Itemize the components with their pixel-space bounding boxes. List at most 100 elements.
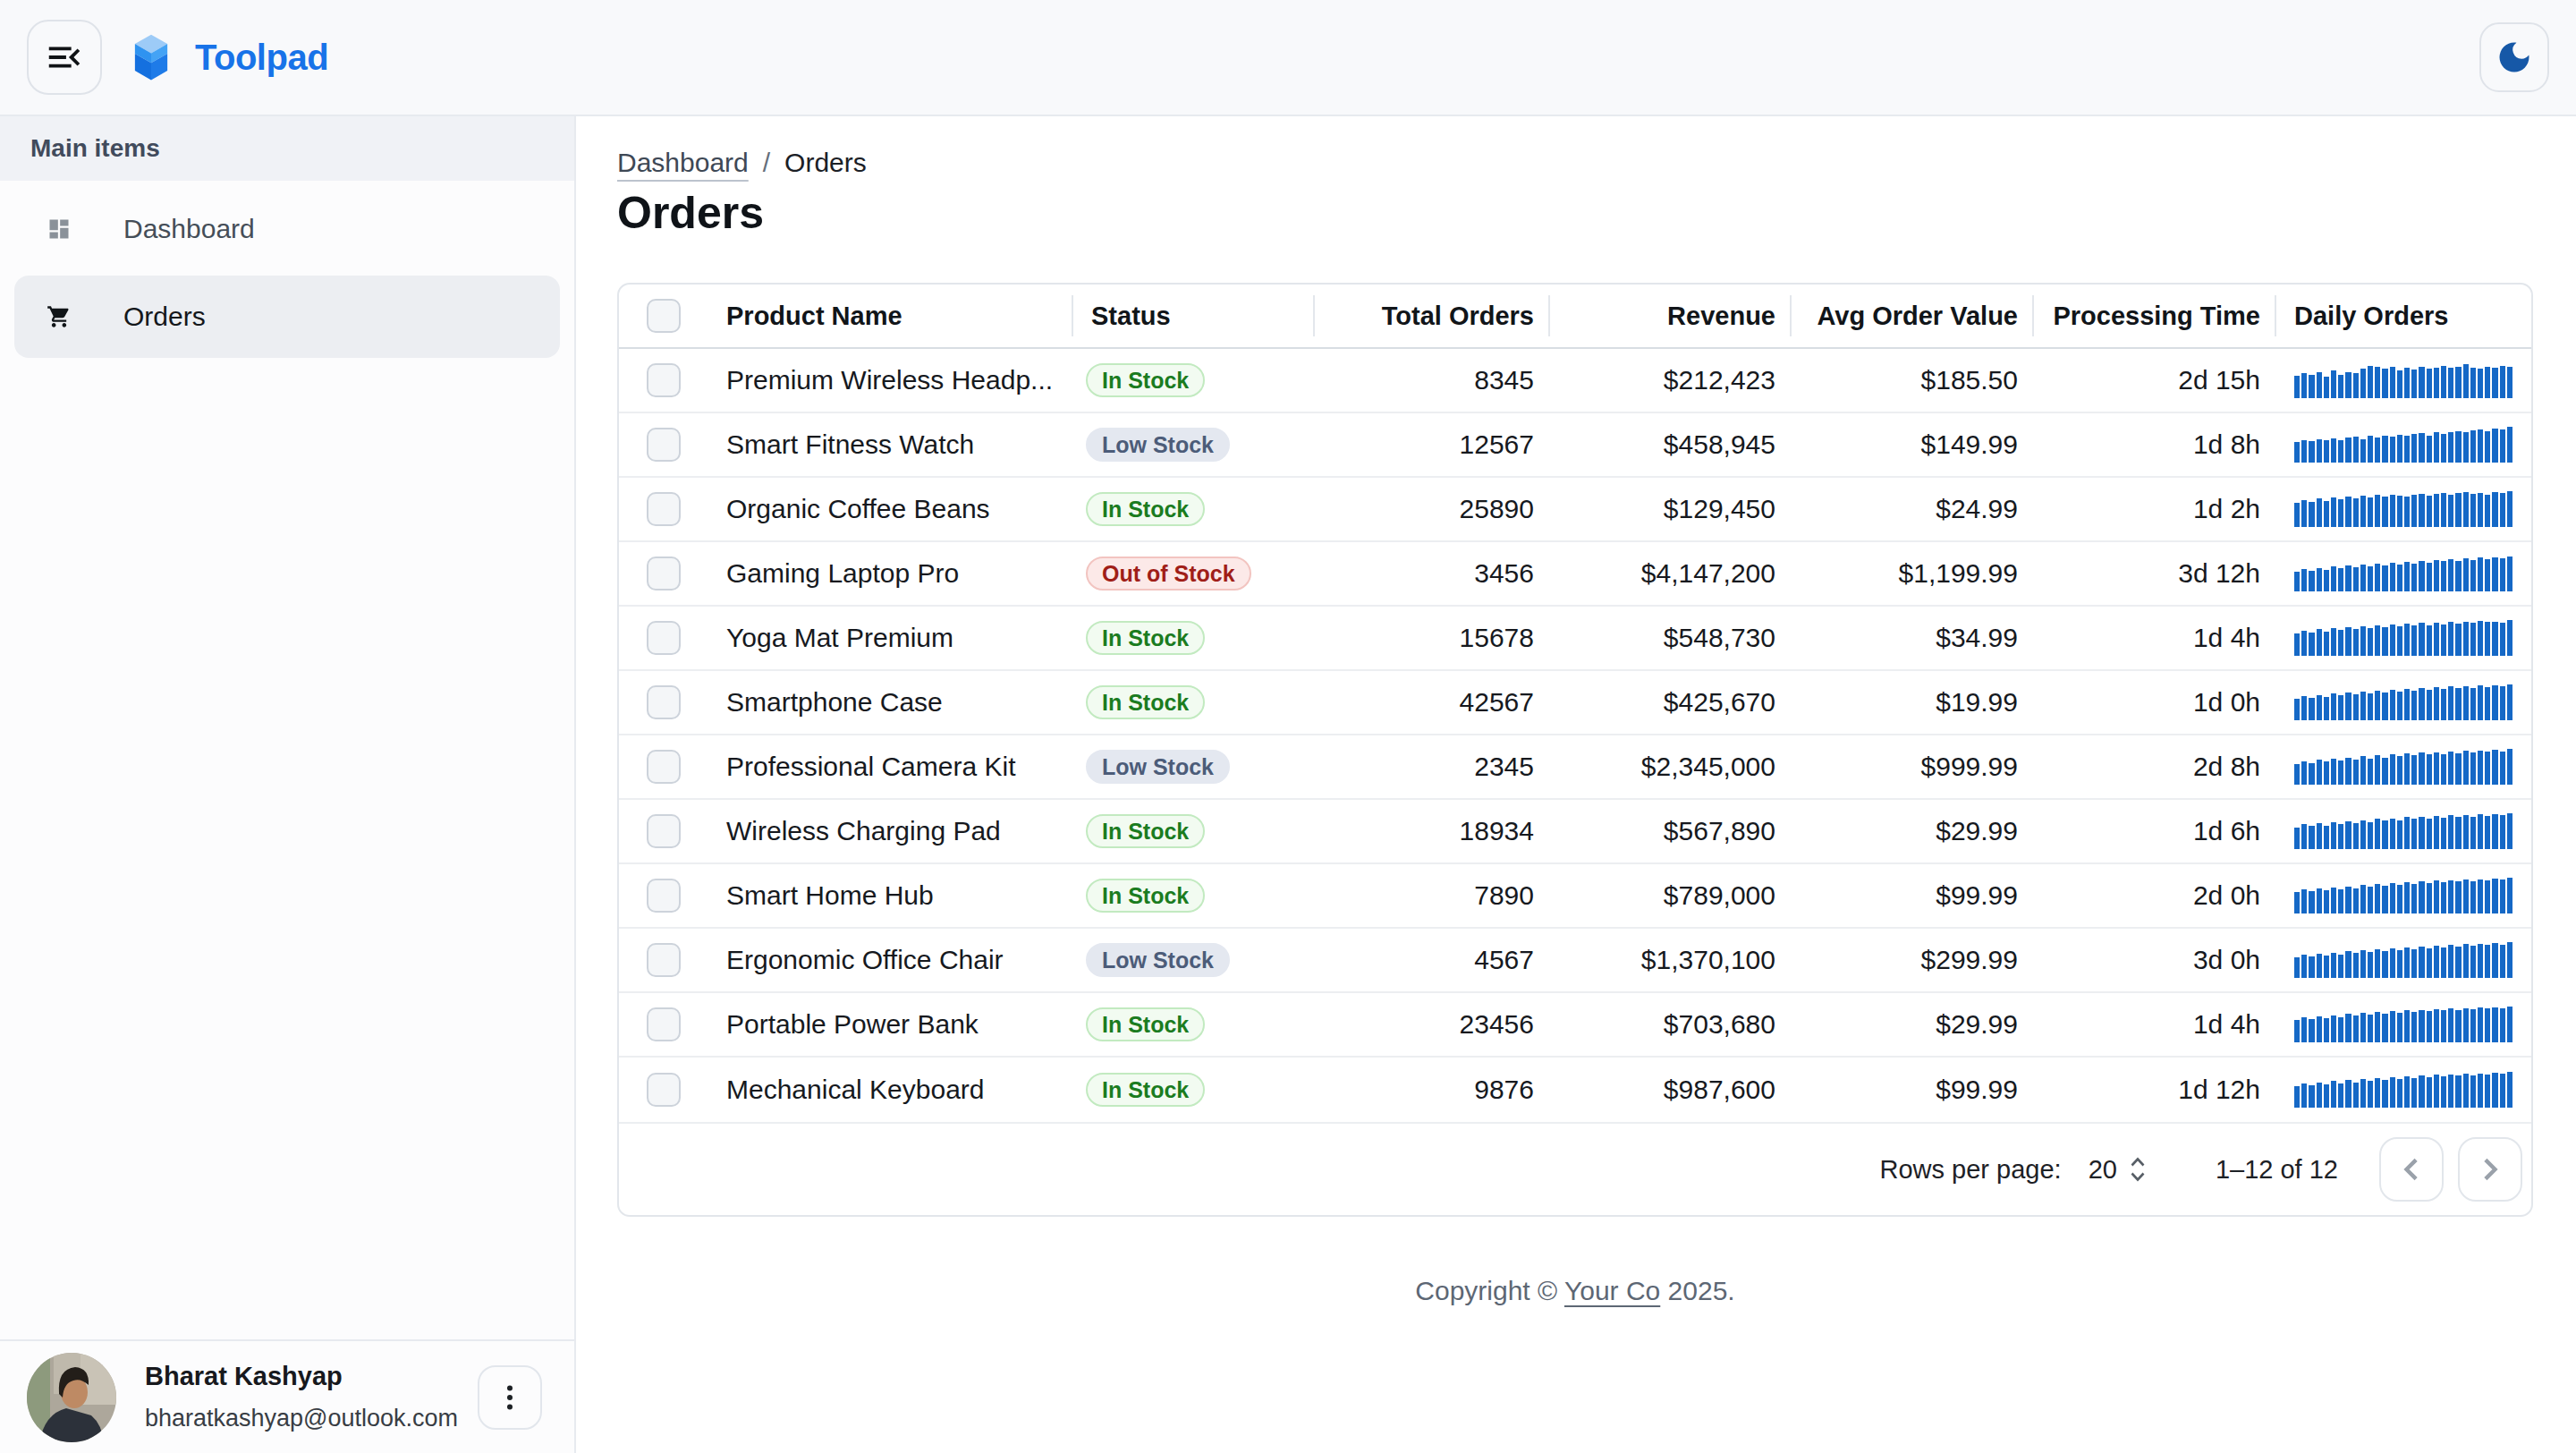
column-header-daily-orders[interactable]: Daily Orders [2276,285,2531,347]
row-checkbox[interactable] [647,492,681,526]
table-header: Product Name Status Total Orders Revenue… [619,285,2531,349]
user-email: bharatkashyap@outlook.com [145,1405,458,1432]
orders-table: Product Name Status Total Orders Revenue… [617,283,2533,1217]
table-row[interactable]: Smart Fitness WatchLow Stock12567$458,94… [619,413,2531,478]
column-header-revenue[interactable]: Revenue [1550,285,1792,347]
total-orders-cell: 7890 [1315,864,1550,927]
table-row[interactable]: Ergonomic Office ChairLow Stock4567$1,37… [619,929,2531,993]
avg-order-value-cell: $99.99 [1792,1058,2034,1122]
row-checkbox[interactable] [647,557,681,591]
table-row[interactable]: Smart Home HubIn Stock7890$789,000$99.99… [619,864,2531,929]
table-row[interactable]: Wireless Charging PadIn Stock18934$567,8… [619,800,2531,864]
table-row[interactable]: Professional Camera KitLow Stock2345$2,3… [619,735,2531,800]
page-title: Orders [617,186,2533,241]
row-checkbox[interactable] [647,1073,681,1107]
row-checkbox[interactable] [647,363,681,397]
menu-open-icon [44,37,85,78]
revenue-cell: $4,147,200 [1550,542,1792,605]
table-row[interactable]: Gaming Laptop ProOut of Stock3456$4,147,… [619,542,2531,607]
table-row[interactable]: Premium Wireless Headp...In Stock8345$21… [619,349,2531,413]
previous-page-button[interactable] [2379,1137,2444,1202]
revenue-cell: $212,423 [1550,349,1792,412]
next-page-button[interactable] [2458,1137,2522,1202]
avatar [27,1353,116,1442]
avg-order-value-cell: $19.99 [1792,671,2034,734]
total-orders-cell: 12567 [1315,413,1550,476]
company-link[interactable]: Your Co [1564,1276,1660,1305]
daily-orders-sparkline [2294,620,2512,656]
daily-orders-sparkline [2294,491,2512,527]
row-checkbox[interactable] [647,879,681,913]
table-row[interactable]: Organic Coffee BeansIn Stock25890$129,45… [619,478,2531,542]
breadcrumb: Dashboard / Orders [617,147,2533,179]
total-orders-cell: 25890 [1315,478,1550,540]
row-checkbox[interactable] [647,750,681,784]
daily-orders-sparkline [2294,942,2512,978]
product-name-cell: Smart Fitness Watch [708,413,1073,476]
row-checkbox[interactable] [647,685,681,719]
dark-mode-toggle[interactable] [2479,22,2549,92]
dashboard-icon [47,217,72,242]
column-header-avg-order-value[interactable]: Avg Order Value [1792,285,2034,347]
user-menu-button[interactable] [478,1365,542,1430]
column-header-product-name[interactable]: Product Name [708,285,1073,347]
collapse-menu-button[interactable] [27,20,102,95]
status-badge: Low Stock [1086,943,1230,977]
product-name-cell: Ergonomic Office Chair [708,929,1073,991]
rows-per-page-stepper[interactable] [2128,1155,2148,1184]
daily-orders-sparkline [2294,878,2512,913]
toolpad-logo [125,31,177,83]
breadcrumb-dashboard-link[interactable]: Dashboard [617,147,749,179]
chevron-left-icon [2392,1150,2431,1189]
status-badge: In Stock [1086,1007,1205,1041]
processing-time-cell: 1d 6h [2034,800,2276,862]
row-checkbox[interactable] [647,1007,681,1041]
table-row[interactable]: Portable Power BankIn Stock23456$703,680… [619,993,2531,1058]
status-badge: Low Stock [1086,750,1230,784]
avg-order-value-cell: $999.99 [1792,735,2034,798]
product-name-cell: Gaming Laptop Pro [708,542,1073,605]
total-orders-cell: 18934 [1315,800,1550,862]
column-header-total-orders[interactable]: Total Orders [1315,285,1550,347]
status-badge: In Stock [1086,1073,1205,1107]
table-body: Premium Wireless Headp...In Stock8345$21… [619,349,2531,1122]
avg-order-value-cell: $149.99 [1792,413,2034,476]
processing-time-cell: 2d 8h [2034,735,2276,798]
product-name-cell: Organic Coffee Beans [708,478,1073,540]
sidebar-item-dashboard[interactable]: Dashboard [14,188,560,270]
product-name-cell: Wireless Charging Pad [708,800,1073,862]
main-content: Dashboard / Orders Orders Product Name S… [576,116,2576,1453]
revenue-cell: $789,000 [1550,864,1792,927]
chevron-right-icon [2470,1150,2510,1189]
processing-time-cell: 1d 12h [2034,1058,2276,1122]
select-all-checkbox[interactable] [647,299,681,333]
product-name-cell: Smart Home Hub [708,864,1073,927]
daily-orders-sparkline [2294,556,2512,591]
app-header: Toolpad [0,0,2576,116]
table-row[interactable]: Smartphone CaseIn Stock42567$425,670$19.… [619,671,2531,735]
processing-time-cell: 1d 0h [2034,671,2276,734]
row-checkbox[interactable] [647,814,681,848]
avg-order-value-cell: $99.99 [1792,864,2034,927]
sidebar: Main items Dashboard Orders [0,116,576,1453]
revenue-cell: $458,945 [1550,413,1792,476]
status-badge: In Stock [1086,621,1205,655]
row-checkbox[interactable] [647,943,681,977]
avg-order-value-cell: $24.99 [1792,478,2034,540]
row-checkbox[interactable] [647,621,681,655]
rows-per-page-select[interactable]: 20 [2089,1155,2117,1185]
table-footer: Rows per page: 20 1–12 of 12 [619,1122,2531,1215]
column-header-processing-time[interactable]: Processing Time [2034,285,2276,347]
avg-order-value-cell: $185.50 [1792,349,2034,412]
column-header-status[interactable]: Status [1073,285,1315,347]
product-name-cell: Yoga Mat Premium [708,607,1073,669]
breadcrumb-current: Orders [784,147,867,179]
revenue-cell: $548,730 [1550,607,1792,669]
row-checkbox[interactable] [647,428,681,462]
processing-time-cell: 3d 0h [2034,929,2276,991]
table-row[interactable]: Mechanical KeyboardIn Stock9876$987,600$… [619,1058,2531,1122]
avg-order-value-cell: $34.99 [1792,607,2034,669]
breadcrumb-separator: / [763,147,770,179]
table-row[interactable]: Yoga Mat PremiumIn Stock15678$548,730$34… [619,607,2531,671]
sidebar-item-orders[interactable]: Orders [14,276,560,358]
